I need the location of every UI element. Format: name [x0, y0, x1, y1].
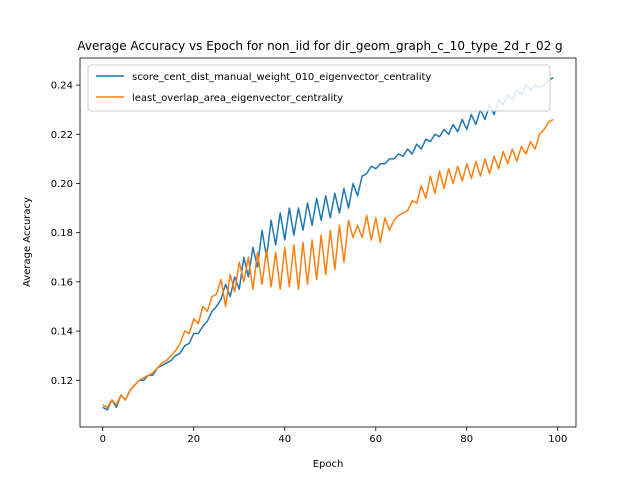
x-tick-label: 20 — [187, 434, 200, 445]
x-tick-label: 0 — [100, 434, 106, 445]
y-tick-label: 0.16 — [51, 277, 73, 288]
plot-area — [79, 57, 577, 428]
y-tick-label: 0.20 — [51, 179, 73, 190]
y-tick-label: 0.24 — [51, 81, 73, 92]
legend-box — [87, 64, 551, 112]
chart-title: Average Accuracy vs Epoch for non_iid fo… — [77, 39, 562, 53]
x-axis-label: Epoch — [313, 459, 344, 470]
plot-frame — [79, 57, 577, 428]
y-axis-label: Average Accuracy — [22, 197, 33, 287]
series-line-2 — [102, 118, 554, 409]
x-tick-label: 60 — [369, 434, 382, 445]
legend: score_cent_dist_manual_weight_010_eigenv… — [87, 64, 551, 112]
y-tick-label: 0.12 — [51, 376, 73, 387]
y-axis: 0.12 0.14 0.16 0.18 0.20 0.22 0.24 — [51, 81, 80, 387]
y-tick-label: 0.18 — [51, 228, 73, 239]
x-tick-label: 100 — [548, 434, 567, 445]
y-tick-label: 0.22 — [51, 130, 73, 141]
legend-label-1: score_cent_dist_manual_weight_010_eigenv… — [132, 72, 431, 83]
series-line-1 — [102, 77, 554, 411]
x-tick-label: 80 — [460, 434, 473, 445]
y-tick-label: 0.14 — [51, 327, 73, 338]
legend-label-2: least_overlap_area_eigenvector_centralit… — [132, 93, 343, 104]
x-tick-label: 40 — [278, 434, 291, 445]
x-axis: 0 20 40 60 80 100 — [100, 427, 567, 445]
